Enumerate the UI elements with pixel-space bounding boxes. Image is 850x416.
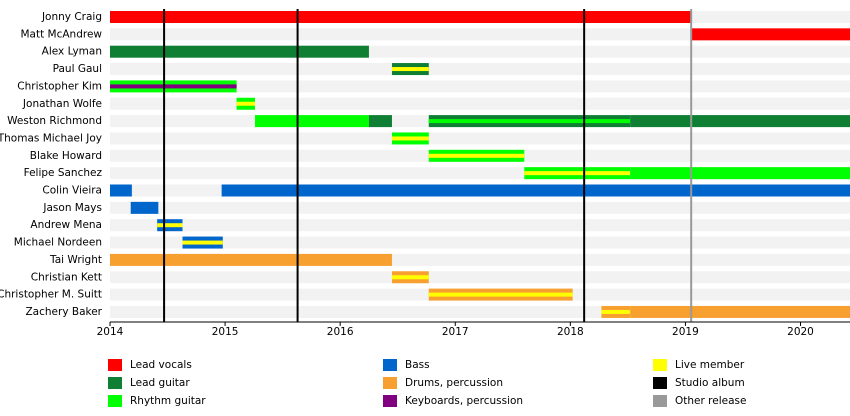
row-background	[110, 97, 850, 110]
row-background	[110, 132, 850, 145]
membership-bar	[221, 184, 850, 197]
membership-stripe	[110, 84, 237, 89]
legend-label: Live member	[675, 359, 745, 371]
member-name: Christopher Kim	[17, 80, 102, 92]
legend-label: Lead guitar	[130, 377, 190, 389]
membership-stripe	[601, 309, 631, 314]
row-background	[110, 63, 850, 76]
row-background	[110, 80, 850, 93]
member-name: Felipe Sanchez	[24, 167, 103, 179]
member-name: Matt McAndrew	[20, 28, 102, 40]
member-name: Weston Richmond	[7, 115, 102, 127]
row-background	[110, 271, 850, 284]
legend-label: Drums, percussion	[405, 377, 503, 389]
membership-stripe	[524, 171, 631, 176]
x-tick-label: 2019	[672, 326, 699, 338]
x-tick-label: 2020	[787, 326, 814, 338]
member-name: Thomas Michael Joy	[0, 132, 102, 144]
legend-swatch	[383, 395, 397, 407]
x-tick-label: 2018	[557, 326, 584, 338]
membership-bar	[255, 115, 369, 128]
member-name: Michael Nordeen	[14, 237, 102, 249]
row-background	[110, 201, 850, 214]
x-tick-label: 2014	[97, 326, 124, 338]
member-name: Colin Vieira	[42, 185, 102, 197]
legend-swatch	[108, 377, 122, 389]
legend-label: Keyboards, percussion	[405, 395, 523, 407]
member-name: Andrew Mena	[30, 219, 102, 231]
membership-stripe	[391, 67, 429, 72]
membership-bar	[630, 305, 850, 318]
membership-stripe	[391, 136, 429, 141]
membership-bar	[130, 201, 159, 214]
legend-label: Other release	[675, 395, 746, 407]
member-name: Blake Howard	[30, 150, 102, 162]
member-name: Paul Gaul	[53, 63, 102, 75]
member-name: Alex Lyman	[42, 46, 102, 58]
legend-label: Bass	[405, 359, 430, 371]
legend-swatch	[653, 395, 667, 407]
legend-label: Lead vocals	[130, 359, 192, 371]
legend-swatch	[383, 359, 397, 371]
membership-bar	[368, 115, 392, 128]
member-name: Christian Kett	[31, 271, 102, 283]
row-background	[110, 219, 850, 232]
membership-stripe	[428, 119, 631, 124]
x-tick-label: 2015	[212, 326, 239, 338]
membership-bar	[110, 253, 392, 266]
legend-label: Studio album	[675, 377, 745, 389]
row-background	[110, 28, 850, 41]
legend-label: Rhythm guitar	[130, 395, 206, 407]
member-name: Jonathan Wolfe	[22, 98, 102, 110]
membership-stripe	[391, 275, 429, 280]
row-background	[110, 236, 850, 249]
legend-swatch	[108, 395, 122, 407]
membership-bar	[630, 115, 850, 128]
membership-bar	[110, 11, 692, 23]
member-name: Christopher M. Suitt	[0, 289, 102, 301]
legend-swatch	[653, 377, 667, 389]
legend-swatch	[108, 359, 122, 371]
member-name: Tai Wright	[49, 254, 102, 266]
membership-stripe	[236, 101, 256, 106]
legend-swatch	[383, 377, 397, 389]
membership-stripe	[428, 153, 525, 158]
legend-swatch	[653, 359, 667, 371]
x-tick-label: 2016	[327, 326, 354, 338]
membership-bar	[110, 45, 369, 58]
member-name: Zachery Baker	[25, 306, 102, 318]
membership-bar	[691, 28, 850, 41]
member-name: Jason Mays	[42, 202, 102, 214]
membership-bar	[110, 184, 132, 197]
membership-stripe	[428, 292, 573, 297]
membership-stripe	[182, 240, 223, 245]
membership-bar	[630, 167, 850, 180]
membership-stripe	[157, 223, 183, 228]
x-tick-label: 2017	[442, 326, 469, 338]
member-name: Jonny Craig	[41, 11, 102, 23]
